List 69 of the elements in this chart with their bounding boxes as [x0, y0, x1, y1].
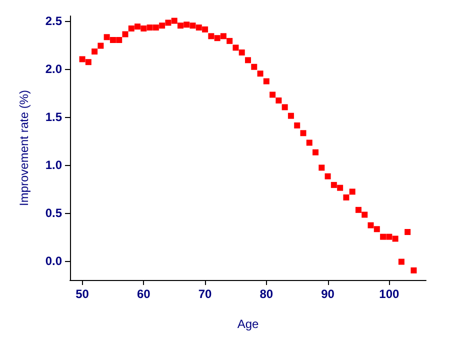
x-axis-title: Age [237, 317, 259, 331]
point [85, 59, 92, 66]
point [410, 267, 417, 274]
point [128, 25, 134, 32]
point [276, 97, 282, 104]
point [257, 70, 264, 77]
point [220, 33, 226, 40]
point [79, 56, 86, 62]
point [190, 22, 196, 29]
point [355, 206, 362, 213]
point [362, 212, 368, 218]
x-tick-label: 100 [379, 287, 400, 301]
point [196, 24, 202, 31]
y-tick-label: 1.0 [45, 158, 62, 172]
point [92, 48, 98, 55]
point [324, 173, 331, 180]
point [226, 38, 233, 44]
point [98, 42, 104, 49]
point [208, 33, 214, 40]
point [245, 57, 251, 64]
point [374, 226, 380, 232]
point [184, 22, 190, 28]
y-tick-label: 0.5 [45, 206, 62, 220]
point [380, 234, 386, 240]
point [134, 24, 141, 30]
point [392, 236, 398, 242]
point [104, 34, 110, 40]
point [152, 24, 159, 31]
point [368, 222, 374, 228]
point [386, 234, 392, 240]
point [398, 258, 404, 265]
point [122, 31, 128, 38]
point [300, 130, 306, 136]
point [343, 194, 350, 200]
x-tick-label: 60 [136, 287, 151, 301]
point [110, 37, 116, 43]
point [238, 49, 245, 56]
point [202, 26, 208, 32]
point [263, 78, 270, 84]
y-tick-label: 1.5 [45, 110, 62, 124]
point [306, 140, 312, 146]
y-axis-title: Improvement rate (%) [17, 90, 31, 206]
point [177, 22, 184, 29]
point [270, 92, 276, 98]
point [159, 22, 166, 29]
point [318, 164, 325, 171]
point [330, 182, 337, 188]
point [146, 24, 153, 31]
point [282, 104, 288, 110]
point [214, 35, 220, 42]
point [251, 64, 258, 70]
y-tick-label: 0.0 [45, 254, 62, 268]
y-tick-label: 2.5 [45, 14, 62, 28]
point [288, 112, 294, 119]
point [140, 25, 147, 32]
point [294, 122, 300, 128]
x-tick-label: 90 [321, 287, 335, 301]
point [165, 20, 172, 26]
point [337, 184, 344, 191]
x-tick-label: 70 [198, 287, 212, 301]
point [116, 37, 122, 43]
point [312, 149, 319, 156]
point [404, 229, 411, 235]
point [349, 188, 356, 195]
x-tick-label: 80 [260, 287, 274, 301]
point [232, 44, 239, 51]
y-tick-label: 2.0 [45, 62, 62, 76]
point [171, 18, 178, 24]
x-tick-label: 50 [76, 287, 90, 301]
